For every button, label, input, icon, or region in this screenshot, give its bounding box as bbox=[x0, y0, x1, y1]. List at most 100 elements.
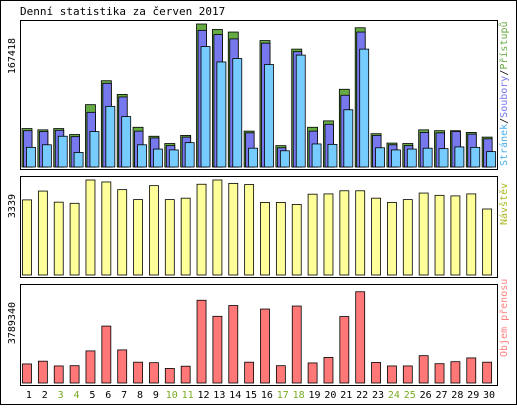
bar-transfer-day-6 bbox=[101, 325, 112, 384]
bar-visits-day-17 bbox=[275, 202, 286, 276]
bar-pages-day-22 bbox=[359, 48, 370, 168]
day-label-13: 13 bbox=[213, 390, 225, 401]
bar-pages-day-6 bbox=[105, 105, 116, 168]
day-label-1: 1 bbox=[26, 390, 32, 401]
bar-transfer-day-2 bbox=[37, 360, 48, 384]
legend-pages: Stránek bbox=[498, 124, 510, 166]
day-label-17: 17 bbox=[277, 390, 289, 401]
hits-panel: 167418 Stránek/Soubory/Přístupů bbox=[7, 20, 510, 170]
bar-visits-day-25 bbox=[402, 199, 413, 276]
bar-visits-day-13 bbox=[212, 179, 223, 276]
bar-pages-day-4 bbox=[73, 152, 84, 168]
day-label-2: 2 bbox=[42, 390, 48, 401]
day-label-7: 7 bbox=[121, 390, 127, 401]
bar-pages-day-13 bbox=[216, 61, 227, 168]
bar-visits-day-14 bbox=[228, 182, 239, 276]
transfer-panel-frame bbox=[20, 284, 498, 386]
bar-pages-day-29 bbox=[470, 146, 481, 168]
bar-pages-day-14 bbox=[232, 58, 243, 168]
bar-pages-day-26 bbox=[422, 147, 433, 168]
bar-transfer-day-12 bbox=[196, 299, 207, 384]
bar-transfer-day-30 bbox=[482, 361, 493, 384]
bar-pages-day-24 bbox=[391, 149, 401, 168]
bar-pages-day-9 bbox=[153, 148, 163, 168]
bar-transfer-day-27 bbox=[434, 363, 445, 384]
bar-visits-day-3 bbox=[53, 201, 64, 276]
day-label-10: 10 bbox=[166, 390, 178, 401]
hits-bars bbox=[21, 23, 497, 168]
bar-transfer-day-17 bbox=[275, 365, 286, 384]
bar-visits-day-15 bbox=[244, 184, 255, 276]
bar-visits-day-8 bbox=[133, 199, 143, 276]
bar-pages-day-11 bbox=[184, 142, 195, 168]
day-label-3: 3 bbox=[58, 390, 64, 401]
bar-visits-day-19 bbox=[307, 193, 318, 276]
bar-visits-day-21 bbox=[339, 190, 350, 276]
day-label-25: 25 bbox=[404, 390, 416, 401]
legend-files: Soubory bbox=[499, 76, 510, 118]
day-label-23: 23 bbox=[372, 390, 384, 401]
bar-transfer-day-19 bbox=[307, 362, 318, 384]
visits-panel: 3339 Návštěv bbox=[7, 176, 510, 278]
day-label-6: 6 bbox=[105, 390, 111, 401]
transfer-bars bbox=[22, 291, 493, 384]
bar-pages-day-7 bbox=[121, 116, 132, 168]
bar-visits-day-27 bbox=[434, 194, 445, 276]
day-label-19: 19 bbox=[309, 390, 321, 401]
bar-pages-day-8 bbox=[137, 144, 147, 168]
day-label-12: 12 bbox=[197, 390, 209, 401]
chart-title: Denní statistika za červen 2017 bbox=[20, 5, 225, 18]
legend-separator: / bbox=[499, 118, 510, 124]
bar-transfer-day-28 bbox=[450, 361, 461, 384]
day-label-24: 24 bbox=[388, 390, 400, 401]
bar-pages-day-20 bbox=[327, 143, 338, 168]
hits-max-label: 167418 bbox=[7, 38, 18, 74]
bar-transfer-day-10 bbox=[164, 368, 175, 384]
legend-separator: / bbox=[499, 70, 510, 76]
day-label-29: 29 bbox=[467, 390, 479, 401]
bar-pages-day-23 bbox=[375, 147, 385, 168]
hits-legend: Stránek/Soubory/Přístupů bbox=[498, 21, 510, 166]
bar-transfer-day-14 bbox=[228, 305, 239, 384]
bar-visits-day-11 bbox=[180, 197, 191, 276]
transfer-max-label: 3789340 bbox=[7, 302, 18, 344]
bar-visits-day-26 bbox=[418, 192, 429, 276]
visits-max-label: 3339 bbox=[7, 194, 18, 218]
day-label-8: 8 bbox=[137, 390, 143, 401]
bar-visits-day-5 bbox=[85, 179, 96, 276]
bar-transfer-day-9 bbox=[149, 362, 159, 384]
day-label-5: 5 bbox=[89, 390, 95, 401]
bar-pages-day-17 bbox=[279, 150, 290, 168]
bar-pages-day-15 bbox=[248, 147, 259, 168]
day-label-22: 22 bbox=[356, 390, 368, 401]
bar-transfer-day-1 bbox=[22, 363, 32, 384]
bar-transfer-day-18 bbox=[291, 305, 302, 384]
bar-visits-day-24 bbox=[387, 202, 397, 276]
bar-transfer-day-21 bbox=[339, 316, 350, 384]
bar-visits-day-6 bbox=[101, 181, 112, 276]
visits-legend: Návštěv bbox=[498, 183, 510, 225]
bar-pages-day-2 bbox=[41, 144, 52, 168]
bar-transfer-day-29 bbox=[466, 357, 477, 384]
bar-pages-day-3 bbox=[57, 135, 68, 168]
day-label-20: 20 bbox=[324, 390, 336, 401]
bar-transfer-day-20 bbox=[323, 357, 334, 384]
bar-pages-day-28 bbox=[454, 146, 465, 168]
bar-visits-day-29 bbox=[466, 193, 477, 276]
bar-visits-day-4 bbox=[69, 202, 80, 276]
day-label-27: 27 bbox=[435, 390, 447, 401]
bar-pages-day-16 bbox=[264, 64, 274, 168]
bar-visits-day-7 bbox=[117, 189, 128, 276]
visits-bars bbox=[22, 179, 493, 276]
day-label-9: 9 bbox=[153, 390, 159, 401]
bar-transfer-day-7 bbox=[117, 349, 128, 384]
day-label-15: 15 bbox=[245, 390, 257, 401]
day-label-21: 21 bbox=[340, 390, 352, 401]
bar-pages-day-1 bbox=[26, 146, 36, 168]
bar-transfer-day-16 bbox=[260, 308, 270, 384]
bar-transfer-day-26 bbox=[418, 355, 429, 384]
bar-visits-day-22 bbox=[355, 190, 366, 276]
bar-transfer-day-5 bbox=[85, 350, 96, 384]
